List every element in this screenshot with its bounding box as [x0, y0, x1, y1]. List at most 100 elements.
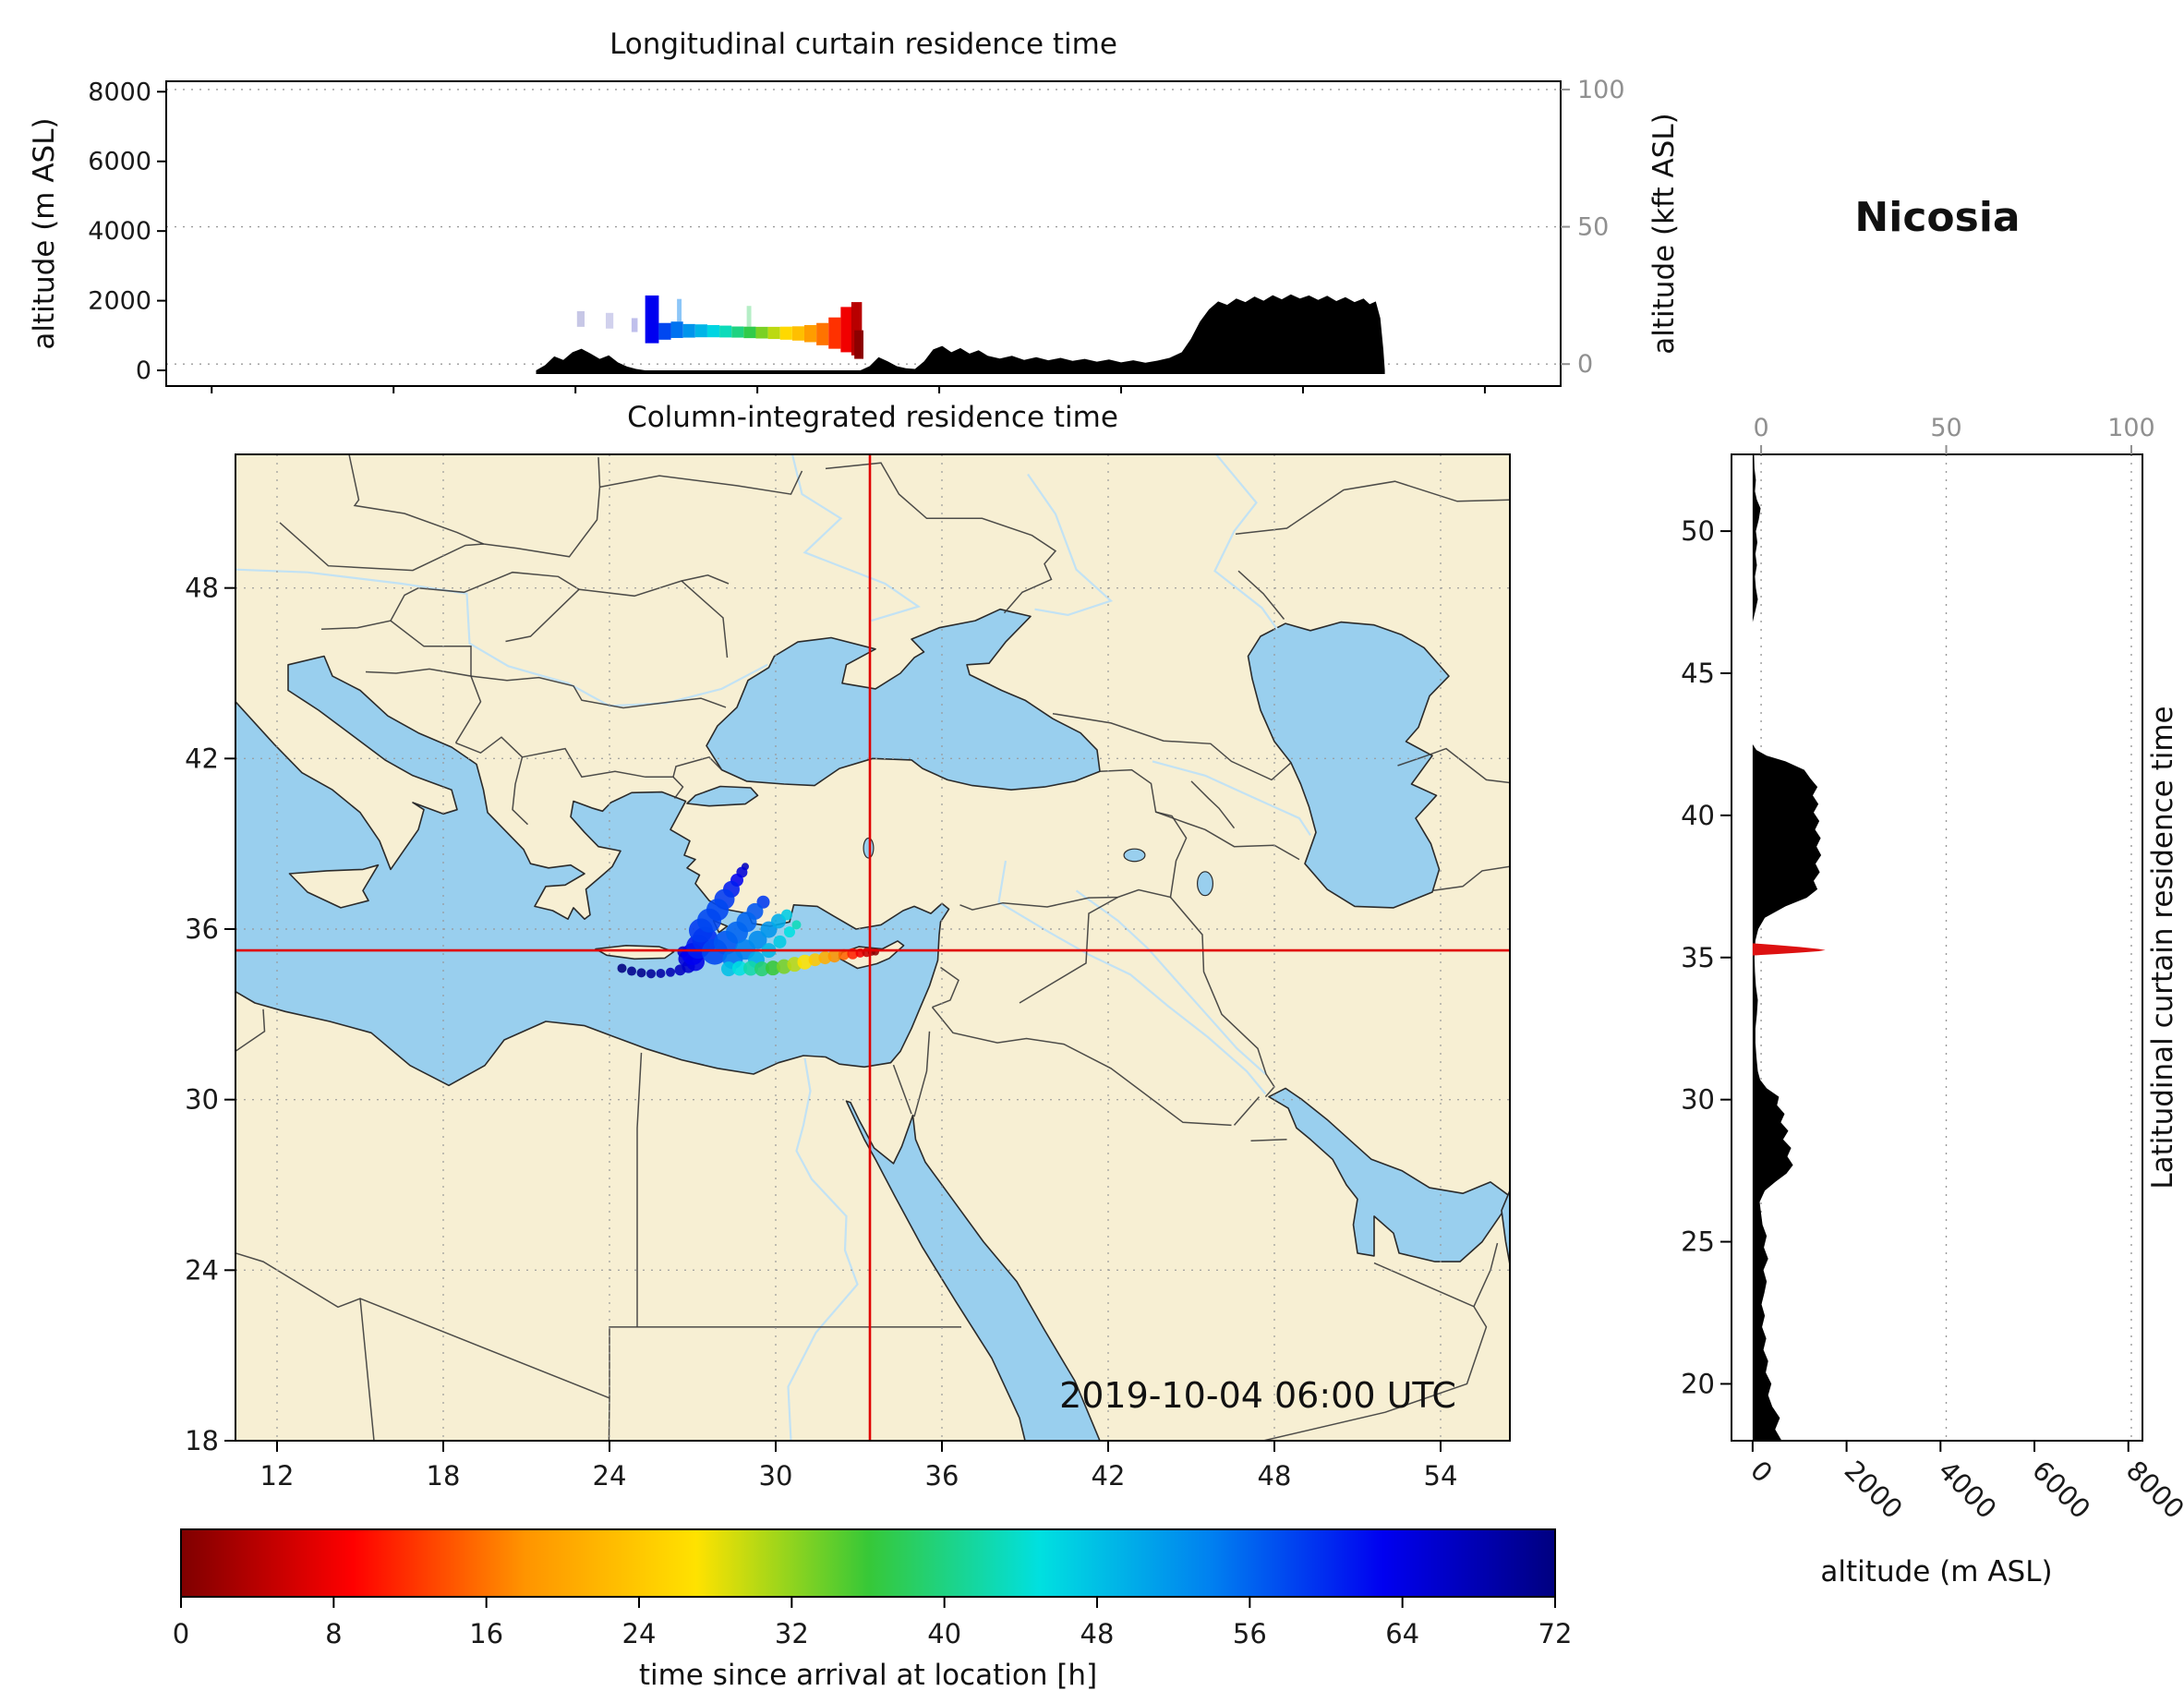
right-panel-side-label: Latitudinal curtain residence time — [2146, 706, 2179, 1189]
map-y-tick-label: 48 — [185, 573, 219, 604]
country-border — [505, 574, 730, 643]
curtain-cell — [631, 318, 638, 332]
country-border — [1169, 897, 1275, 1098]
persian-gulf — [1268, 1087, 1510, 1262]
river — [1075, 889, 1267, 1075]
alt-tick-label: 6000 — [2026, 1455, 2096, 1525]
curtain-cell — [658, 322, 671, 340]
y-tick-label: 4000 — [88, 217, 151, 246]
curtain-cell — [645, 295, 659, 344]
country-border — [348, 454, 484, 545]
lat-tick-label: 45 — [1681, 658, 1715, 689]
country-border — [470, 675, 727, 709]
y-tick-label: 8000 — [88, 78, 151, 106]
lat-tick-label: 25 — [1681, 1226, 1715, 1258]
plume-point — [748, 930, 767, 949]
map-x-tick-label: 36 — [925, 1460, 959, 1492]
colorbar-tick-label: 64 — [1385, 1618, 1419, 1649]
alt-tick-label: 2000 — [1839, 1455, 1909, 1525]
colorbar-tick-label: 72 — [1538, 1618, 1573, 1649]
plume-point — [766, 960, 780, 976]
curtain-cell — [576, 310, 585, 327]
river — [235, 568, 768, 707]
country-border — [1190, 780, 1236, 829]
country-border — [681, 580, 729, 658]
top-panel-frame — [165, 80, 1562, 387]
kft-tick-label: 100 — [1577, 76, 1625, 104]
plume-point — [736, 912, 757, 933]
plume-point — [656, 969, 666, 979]
plume-point — [838, 948, 850, 960]
plume-point — [797, 954, 813, 970]
country-border — [390, 620, 472, 677]
colorbar-tick-label: 24 — [622, 1618, 657, 1649]
country-border — [1052, 712, 1292, 781]
right-panel-xlabel: altitude (m ASL) — [1820, 1555, 2052, 1588]
terrain-profile-latitude — [1752, 454, 1822, 1441]
kft-tick-label: 0 — [1577, 350, 1593, 379]
curtain-cell — [670, 321, 683, 338]
curtain-cell — [803, 325, 817, 343]
curtain-cell — [682, 323, 695, 338]
curtain-cell — [743, 326, 756, 339]
country-border — [279, 457, 601, 572]
map-frame — [235, 453, 1511, 1442]
alt-tick-label: 8000 — [2120, 1455, 2184, 1525]
island — [288, 864, 380, 909]
colorbar: 0 8 16 24 32 40 48 56 64 72 — [173, 1528, 1573, 1649]
curtain-cell — [694, 324, 707, 338]
lat-tick-label: 20 — [1681, 1368, 1715, 1399]
country-border — [235, 1252, 610, 1399]
country-border — [825, 462, 1057, 614]
colorbar-tick-label: 16 — [469, 1618, 503, 1649]
plume-point — [636, 968, 646, 978]
country-border — [359, 1298, 375, 1441]
plume-point — [732, 960, 747, 976]
y-tick-label: 2000 — [88, 287, 151, 316]
colorbar-label: time since arrival at location [h] — [639, 1659, 1097, 1692]
black-sea — [706, 608, 1101, 791]
country-border — [1262, 1262, 1488, 1441]
country-border — [636, 1052, 643, 1327]
country-border — [1237, 570, 1285, 620]
plume-point — [617, 963, 627, 973]
curtain-cell — [605, 312, 614, 329]
top-panel: 0 2000 4000 6000 8000 0 50 100 — [88, 76, 1625, 393]
colorbar-tick-label: 32 — [775, 1618, 809, 1649]
curtain-cell — [779, 326, 792, 340]
plume-point — [781, 909, 792, 921]
curtain-cell — [746, 306, 752, 327]
y-tick-label: 0 — [136, 356, 151, 385]
lat-tick-label: 35 — [1681, 942, 1715, 973]
map-x-tick-label: 24 — [593, 1460, 627, 1492]
colorbar-tick-label: 40 — [927, 1618, 961, 1649]
lat-tick-label: 30 — [1681, 1084, 1715, 1116]
river — [997, 860, 1267, 1095]
river — [787, 1057, 859, 1441]
colorbar-tick-label: 0 — [173, 1618, 189, 1649]
curtain-cell — [677, 298, 682, 322]
top-panel-right-ylabel: altitude (kft ASL) — [1647, 113, 1681, 354]
lat-tick-label: 40 — [1681, 800, 1715, 831]
country-border — [1019, 896, 1118, 1004]
curtain-cell — [851, 302, 863, 356]
plume-point — [784, 926, 795, 938]
map-x-tick-label: 12 — [260, 1460, 295, 1492]
country-border — [1099, 768, 1300, 861]
country-border — [1235, 480, 1510, 535]
kft-top-tick-label: 50 — [1930, 414, 1961, 442]
lake — [863, 837, 875, 859]
curtain-cell — [828, 317, 841, 349]
country-border — [672, 776, 684, 799]
river — [1152, 760, 1311, 837]
plume-point — [743, 960, 758, 976]
right-panel: 20 25 30 35 40 45 50 0 2000 4000 6000 8000 0 50 100 — [1681, 414, 2184, 1525]
right-panel-frame — [1731, 453, 2143, 1442]
colorbar-tick-label: 56 — [1233, 1618, 1267, 1649]
map-x-tick-label: 48 — [1258, 1460, 1292, 1492]
gulf-of-oman — [1501, 1190, 1510, 1265]
country-border — [235, 1009, 266, 1052]
plume-point — [773, 935, 787, 948]
kft-tick-label: 50 — [1577, 213, 1609, 242]
